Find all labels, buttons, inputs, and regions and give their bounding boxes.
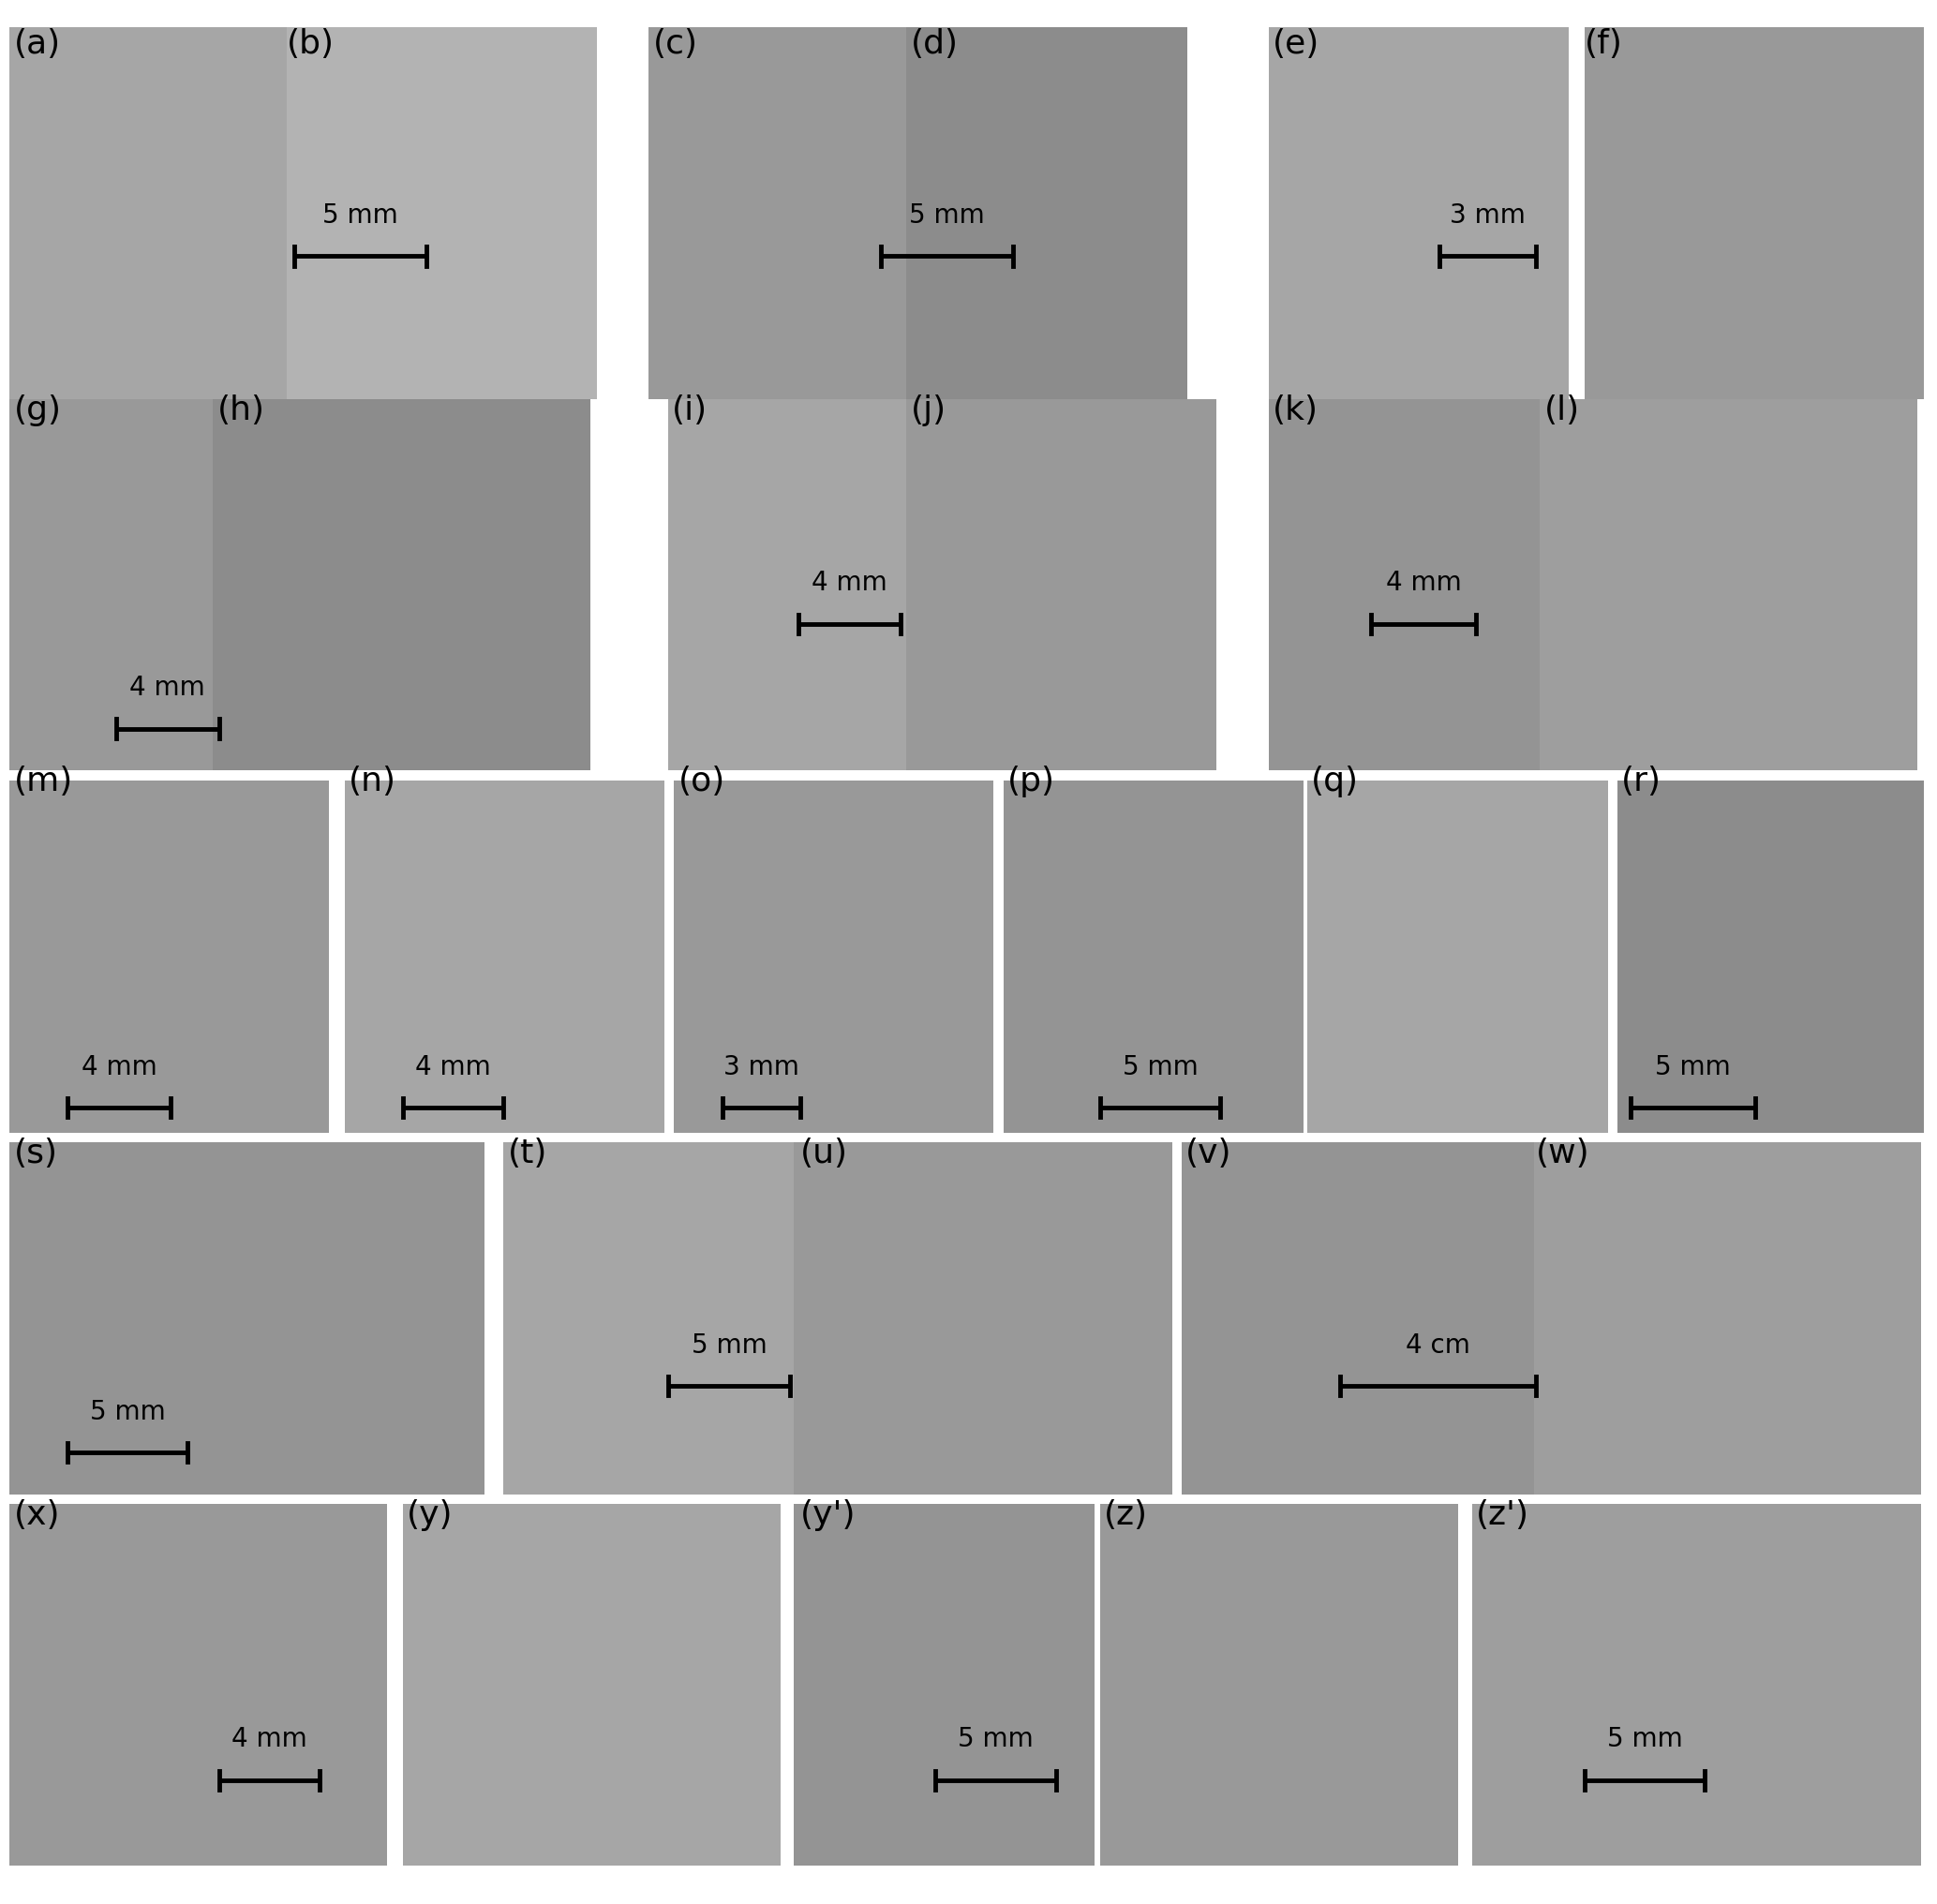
Bar	[907, 400, 1216, 771]
Text: (e): (e)	[1273, 29, 1319, 61]
Bar	[674, 781, 994, 1133]
Bar	[794, 1504, 1094, 1866]
Text: (z'): (z')	[1476, 1498, 1530, 1531]
Bar	[649, 29, 910, 400]
Text: 4 mm: 4 mm	[415, 1053, 492, 1080]
Text: (t): (t)	[507, 1137, 548, 1169]
Text: (k): (k)	[1273, 394, 1319, 426]
Bar	[907, 29, 1187, 400]
Text: (j): (j)	[910, 394, 945, 426]
Text: 5 mm: 5 mm	[692, 1331, 767, 1358]
Bar	[287, 29, 597, 400]
Text: 5 mm: 5 mm	[1606, 1725, 1683, 1752]
Text: 5 mm: 5 mm	[908, 202, 986, 228]
Text: (z): (z)	[1104, 1498, 1149, 1531]
Bar	[1003, 781, 1304, 1133]
Text: (v): (v)	[1185, 1137, 1232, 1169]
Text: (p): (p)	[1007, 765, 1056, 798]
Text: (b): (b)	[287, 29, 335, 61]
Text: (i): (i)	[672, 394, 707, 426]
Text: 5 mm: 5 mm	[89, 1398, 167, 1424]
Text: (y'): (y')	[800, 1498, 856, 1531]
Text: (y): (y)	[407, 1498, 453, 1531]
Bar	[1534, 1142, 1922, 1495]
Text: (r): (r)	[1621, 765, 1662, 798]
Bar	[1182, 1142, 1540, 1495]
Text: 4 mm: 4 mm	[812, 569, 887, 596]
Text: 5 mm: 5 mm	[1122, 1053, 1199, 1080]
Text: (l): (l)	[1544, 394, 1579, 426]
Text: (s): (s)	[14, 1137, 58, 1169]
Bar	[1472, 1504, 1922, 1866]
Text: (h): (h)	[217, 394, 265, 426]
Text: 5 mm: 5 mm	[322, 202, 399, 228]
Text: 3 mm: 3 mm	[1449, 202, 1526, 228]
Text: (q): (q)	[1311, 765, 1360, 798]
Text: (d): (d)	[910, 29, 959, 61]
Bar	[10, 781, 329, 1133]
Text: (g): (g)	[14, 394, 62, 426]
Text: 5 mm: 5 mm	[957, 1725, 1034, 1752]
Text: 4 cm: 4 cm	[1406, 1331, 1470, 1358]
Text: (o): (o)	[678, 765, 724, 798]
Text: (n): (n)	[349, 765, 397, 798]
Text: 4 mm: 4 mm	[81, 1053, 157, 1080]
Text: 3 mm: 3 mm	[723, 1053, 800, 1080]
Bar	[10, 1142, 484, 1495]
Bar	[10, 29, 291, 400]
Bar	[10, 400, 281, 771]
Text: (c): (c)	[653, 29, 697, 61]
Text: (a): (a)	[14, 29, 60, 61]
Text: (x): (x)	[14, 1498, 60, 1531]
Text: (w): (w)	[1536, 1137, 1590, 1169]
Bar	[1269, 400, 1550, 771]
Bar	[345, 781, 664, 1133]
Text: 4 mm: 4 mm	[231, 1725, 308, 1752]
Text: (m): (m)	[14, 765, 74, 798]
Bar	[794, 1142, 1172, 1495]
Bar	[10, 1504, 387, 1866]
Text: 5 mm: 5 mm	[1654, 1053, 1732, 1080]
Bar	[668, 400, 930, 771]
Bar	[1269, 29, 1569, 400]
Bar	[213, 400, 591, 771]
Bar	[403, 1504, 781, 1866]
Text: (u): (u)	[800, 1137, 848, 1169]
Bar	[1307, 781, 1608, 1133]
Bar	[504, 1142, 823, 1495]
Bar	[1540, 400, 1918, 771]
Text: (f): (f)	[1584, 29, 1623, 61]
Bar	[1617, 781, 1923, 1133]
Bar	[1584, 29, 1923, 400]
Text: 4 mm: 4 mm	[1385, 569, 1462, 596]
Text: 4 mm: 4 mm	[130, 674, 205, 701]
Bar	[1100, 1504, 1459, 1866]
